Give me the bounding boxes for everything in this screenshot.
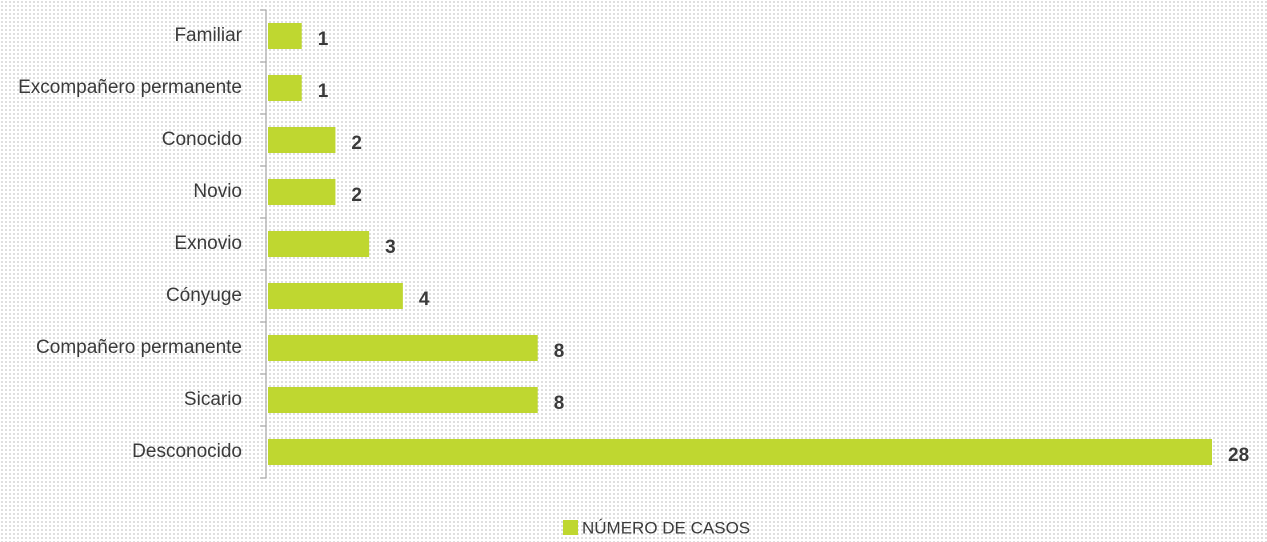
bar: [268, 179, 336, 205]
bar: [268, 75, 302, 101]
y-tick-label: Desconocido: [132, 441, 242, 462]
y-tick-label: Conocido: [162, 129, 242, 150]
bar: [268, 387, 538, 413]
y-tick-label: Cónyuge: [166, 285, 242, 306]
value-label: 1: [318, 81, 329, 102]
bar: [268, 231, 370, 257]
y-tick-label: Exnovio: [174, 233, 242, 254]
y-tick-label: Excompañero permanente: [18, 77, 242, 98]
y-tick-label: Familiar: [174, 25, 242, 46]
value-label: 3: [385, 237, 396, 258]
value-label: 8: [554, 341, 565, 362]
legend-swatch: [563, 520, 578, 535]
bar: [268, 127, 336, 153]
value-label: 28: [1228, 445, 1249, 466]
value-label: 4: [419, 289, 430, 310]
y-tick-label: Sicario: [184, 389, 242, 410]
bar: [268, 283, 403, 309]
bar: [268, 335, 538, 361]
value-label: 2: [351, 185, 362, 206]
value-label: 2: [351, 133, 362, 154]
value-label: 1: [318, 29, 329, 50]
value-label: 8: [554, 393, 565, 414]
legend-label: NÚMERO DE CASOS: [582, 518, 750, 537]
bar: [268, 23, 302, 49]
y-tick-label: Compañero permanente: [36, 337, 242, 358]
y-tick-label: Novio: [193, 181, 242, 202]
bar: [268, 439, 1212, 465]
